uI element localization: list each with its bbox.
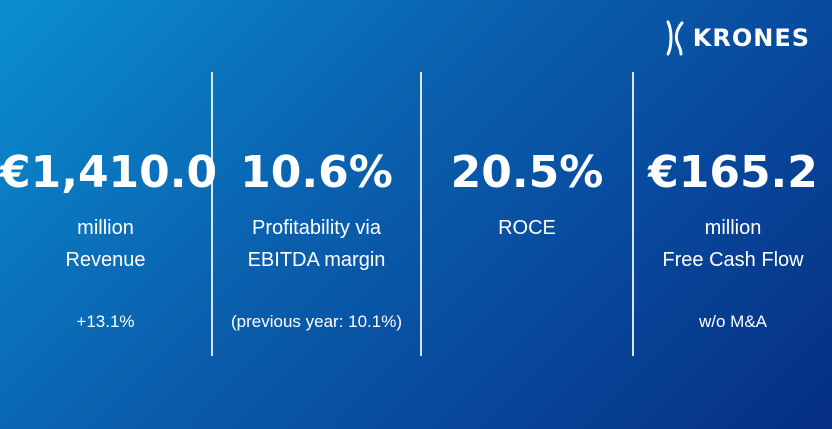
kpi-note-revenue: +13.1% — [76, 312, 135, 331]
divider-1 — [211, 72, 213, 356]
krones-logo: KRONES — [665, 20, 810, 56]
kpi-ebitda-margin: 10.6% Profitability via EBITDA margin — [213, 140, 420, 276]
brand-name: KRONES — [692, 24, 810, 52]
kpi-label-line1: ROCE — [498, 217, 556, 239]
kpi-label-line2: Revenue — [65, 249, 146, 271]
kpi-roce: 20.5% ROCE — [422, 140, 632, 244]
kpi-value: €165.2 — [648, 147, 818, 198]
kpi-revenue: €1,410.0 million Revenue — [0, 140, 218, 276]
divider-2 — [420, 72, 422, 356]
kpi-label-line1: million — [77, 217, 134, 239]
kpi-free-cash-flow: €165.2 million Free Cash Flow — [634, 140, 832, 276]
kpi-value: €1,410.0 — [0, 147, 218, 198]
kpi-note-ebitda: (previous year: 10.1%) — [230, 312, 403, 331]
kpi-label-line1: million — [704, 217, 762, 239]
kpi-label-line2: Free Cash Flow — [662, 249, 804, 271]
divider-3 — [632, 72, 634, 356]
kpi-value: 20.5% — [450, 147, 604, 198]
kpi-value: 10.6% — [240, 147, 393, 198]
kpi-label-line2: EBITDA margin — [247, 249, 386, 271]
krones-k-mark-icon — [666, 20, 684, 56]
kpi-label-line1: Profitability via — [252, 217, 381, 239]
kpi-note-fcf: w/o M&A — [698, 312, 768, 331]
